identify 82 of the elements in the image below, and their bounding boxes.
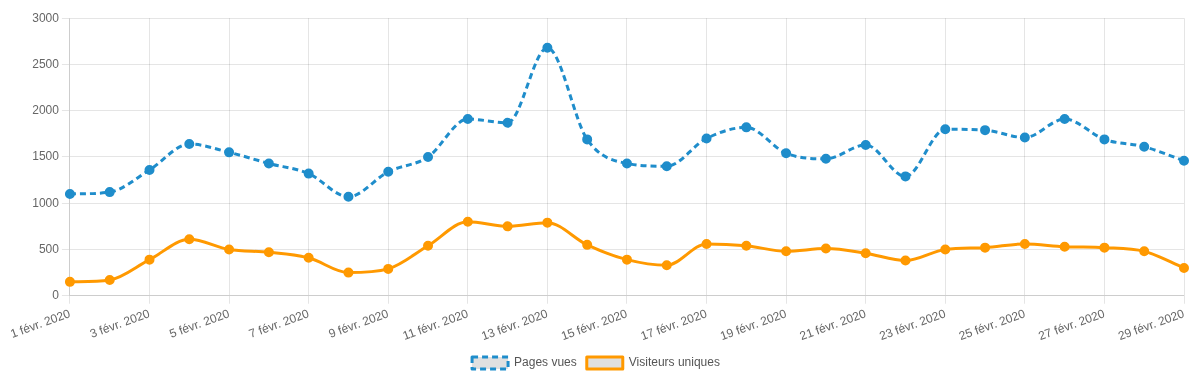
y-tick-label: 500 bbox=[38, 241, 60, 256]
point bbox=[860, 248, 871, 259]
x-tick-label: 23 févr. 2020 bbox=[877, 306, 948, 344]
point bbox=[1059, 241, 1070, 252]
point bbox=[224, 147, 235, 158]
x-tick-label: 5 févr. 2020 bbox=[167, 306, 232, 341]
x-tick-label: 19 févr. 2020 bbox=[718, 306, 789, 344]
point bbox=[303, 168, 314, 179]
x-tick-label: 27 févr. 2020 bbox=[1036, 306, 1107, 344]
point bbox=[1019, 132, 1030, 143]
point bbox=[701, 133, 712, 144]
x-tick-label: 9 févr. 2020 bbox=[326, 306, 391, 341]
x-tick-label: 7 févr. 2020 bbox=[247, 306, 312, 341]
point bbox=[621, 254, 632, 265]
point bbox=[1059, 114, 1070, 125]
point bbox=[542, 42, 553, 53]
point bbox=[741, 240, 752, 251]
point bbox=[184, 139, 195, 150]
point bbox=[263, 247, 274, 258]
point bbox=[781, 246, 792, 257]
point bbox=[661, 260, 672, 271]
y-tick-label: 0 bbox=[52, 288, 60, 303]
point bbox=[144, 164, 155, 175]
point bbox=[502, 221, 513, 232]
point bbox=[423, 240, 434, 251]
point bbox=[701, 238, 712, 249]
point bbox=[1019, 238, 1030, 249]
y-tick-label: 2500 bbox=[32, 56, 60, 71]
x-tick-label: 25 févr. 2020 bbox=[957, 306, 1028, 344]
point bbox=[980, 242, 991, 253]
point bbox=[940, 124, 951, 135]
point bbox=[1099, 242, 1110, 253]
x-tick-label: 15 févr. 2020 bbox=[559, 306, 630, 344]
point bbox=[1179, 155, 1189, 166]
x-tick-label: 17 févr. 2020 bbox=[638, 306, 709, 344]
point bbox=[1139, 246, 1150, 257]
point bbox=[900, 255, 911, 266]
point bbox=[741, 122, 752, 133]
point bbox=[104, 187, 115, 198]
point bbox=[343, 267, 354, 278]
point bbox=[383, 166, 394, 177]
point bbox=[900, 171, 911, 182]
point bbox=[343, 191, 354, 202]
point bbox=[582, 134, 593, 145]
x-tick-label: 29 févr. 2020 bbox=[1116, 306, 1187, 344]
point bbox=[1099, 134, 1110, 145]
point bbox=[860, 139, 871, 150]
point bbox=[1179, 262, 1189, 273]
point bbox=[781, 148, 792, 159]
point bbox=[621, 158, 632, 169]
point bbox=[263, 158, 274, 169]
point bbox=[502, 117, 513, 128]
point bbox=[542, 217, 553, 228]
point bbox=[224, 244, 235, 255]
point bbox=[661, 161, 672, 172]
legend-label: Pages vues bbox=[514, 355, 577, 370]
point bbox=[383, 263, 394, 274]
point bbox=[1139, 141, 1150, 152]
point bbox=[104, 275, 115, 286]
point bbox=[462, 216, 473, 227]
point bbox=[423, 151, 434, 162]
point bbox=[820, 153, 831, 164]
point bbox=[184, 234, 195, 245]
y-tick-label: 2000 bbox=[32, 103, 60, 118]
point bbox=[64, 276, 75, 287]
point bbox=[980, 125, 991, 136]
point bbox=[940, 244, 951, 255]
y-tick-label: 3000 bbox=[32, 10, 60, 25]
point bbox=[64, 188, 75, 199]
x-tick-label: 11 févr. 2020 bbox=[400, 306, 471, 343]
point bbox=[303, 252, 314, 263]
point bbox=[462, 114, 473, 125]
x-tick-label: 1 févr. 2020 bbox=[8, 306, 73, 341]
x-tick-label: 21 févr. 2020 bbox=[797, 306, 869, 344]
x-tick-label: 3 févr. 2020 bbox=[87, 306, 152, 341]
x-tick-label: 13 févr. 2020 bbox=[479, 306, 550, 344]
point bbox=[144, 254, 155, 265]
y-tick-label: 1500 bbox=[32, 149, 60, 164]
y-tick-label: 1000 bbox=[32, 195, 60, 210]
point bbox=[582, 239, 593, 250]
point bbox=[820, 243, 831, 254]
legend-label: Visiteurs uniques bbox=[628, 355, 720, 370]
